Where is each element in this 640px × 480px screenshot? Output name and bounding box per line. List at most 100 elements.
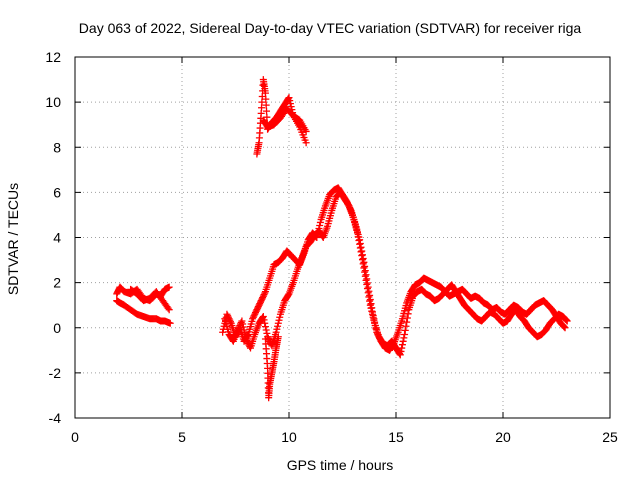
data-point: [401, 331, 409, 339]
data-point-dense: [365, 293, 373, 301]
data-point-dense: [356, 244, 364, 252]
data-point-dense: [252, 307, 260, 315]
data-point: [261, 89, 269, 97]
data-point: [366, 301, 374, 309]
data-point-dense: [254, 304, 262, 312]
data-point-dense: [254, 303, 262, 311]
data-point-dense: [370, 316, 378, 324]
data-point-dense: [237, 318, 245, 326]
data-point-dense: [258, 295, 266, 303]
data-point-dense: [361, 272, 369, 280]
data-point-dense: [262, 95, 270, 103]
data-point-dense: [164, 304, 172, 312]
data-point-dense: [368, 307, 376, 315]
series-segment-2-loop: [259, 105, 310, 135]
data-point: [302, 139, 310, 147]
data-point-dense: [239, 320, 247, 328]
data-point: [561, 324, 569, 332]
y-tick-label: 4: [53, 230, 61, 246]
data-point-dense: [263, 329, 271, 337]
chart-title: Day 063 of 2022, Sidereal Day-to-day VTE…: [79, 20, 582, 36]
data-point-dense: [286, 97, 294, 105]
data-point-dense: [403, 314, 411, 322]
x-tick-label: 0: [71, 429, 79, 445]
data-point: [362, 276, 370, 284]
data-point-dense: [361, 268, 369, 276]
data-point: [242, 335, 250, 343]
data-point: [353, 229, 361, 237]
data-point-dense: [562, 316, 570, 324]
data-point: [253, 306, 261, 314]
y-tick-label: 6: [53, 184, 61, 200]
data-point-dense: [369, 313, 377, 321]
data-point: [302, 127, 310, 135]
data-point-dense: [241, 332, 249, 340]
data-point-dense: [355, 237, 363, 245]
series-segment-3-dip: [261, 333, 282, 402]
data-point-dense: [360, 264, 368, 272]
data-point: [166, 319, 174, 327]
data-point-dense: [359, 260, 367, 268]
data-point: [257, 297, 265, 305]
data-point-dense: [261, 319, 269, 327]
data-point-dense: [274, 322, 282, 330]
data-point-dense: [402, 322, 410, 330]
data-point: [238, 317, 246, 325]
data-point: [165, 306, 173, 314]
x-tick-label: 15: [388, 429, 404, 445]
data-point: [274, 333, 282, 341]
data-point-dense: [243, 337, 251, 345]
axis-ticks: 0 5 10 15 20 25 -4 -2 0 2 4 6 8 10 12: [45, 49, 618, 445]
y-tick-label: 8: [53, 139, 61, 155]
data-point-dense: [354, 233, 362, 241]
series-segment-3-a: [219, 184, 569, 354]
y-tick-label: -4: [49, 410, 62, 426]
data-point-dense: [403, 318, 411, 326]
data-point-dense: [251, 310, 259, 318]
data-point-dense: [368, 310, 376, 318]
data-point-dense: [260, 291, 268, 299]
data-point-dense: [226, 316, 234, 324]
data-point: [563, 317, 571, 325]
data-point-dense: [263, 113, 271, 121]
x-tick-label: 20: [495, 429, 511, 445]
data-points: [113, 76, 571, 402]
data-point-dense: [287, 103, 295, 111]
data-point: [259, 312, 267, 320]
data-point-dense: [256, 300, 264, 308]
data-point-dense: [265, 336, 273, 344]
data-point: [165, 283, 173, 291]
x-tick-label: 5: [178, 429, 186, 445]
data-point-dense: [397, 347, 405, 355]
data-point-dense: [398, 341, 406, 349]
y-tick-label: 10: [45, 94, 61, 110]
y-tick-label: 2: [53, 275, 61, 291]
data-point-dense: [234, 325, 242, 333]
data-point-dense: [261, 289, 269, 297]
data-point-dense: [404, 310, 412, 318]
data-point-dense: [356, 240, 364, 248]
data-point: [358, 252, 366, 260]
data-point-dense: [224, 313, 232, 321]
data-point-dense: [250, 312, 258, 320]
series-segment-3-b: [221, 188, 571, 359]
data-point-dense: [560, 322, 568, 330]
data-point-dense: [249, 313, 257, 321]
data-point-dense: [251, 309, 259, 317]
data-point-dense: [256, 298, 264, 306]
data-point-dense: [276, 313, 284, 321]
data-point-dense: [401, 326, 409, 334]
series-segment-1-upper-return: [127, 285, 173, 314]
data-point-dense: [358, 256, 366, 264]
series-segment-1-lower: [113, 297, 174, 327]
data-point-dense: [364, 289, 372, 297]
data-point-dense: [239, 323, 247, 331]
data-point-dense: [284, 291, 292, 299]
data-point-dense: [363, 285, 371, 293]
data-point-dense: [240, 326, 248, 334]
data-point-dense: [275, 316, 283, 324]
data-point: [285, 94, 293, 102]
data-point: [396, 351, 404, 359]
x-tick-label: 25: [602, 429, 618, 445]
x-tick-label: 10: [281, 429, 297, 445]
